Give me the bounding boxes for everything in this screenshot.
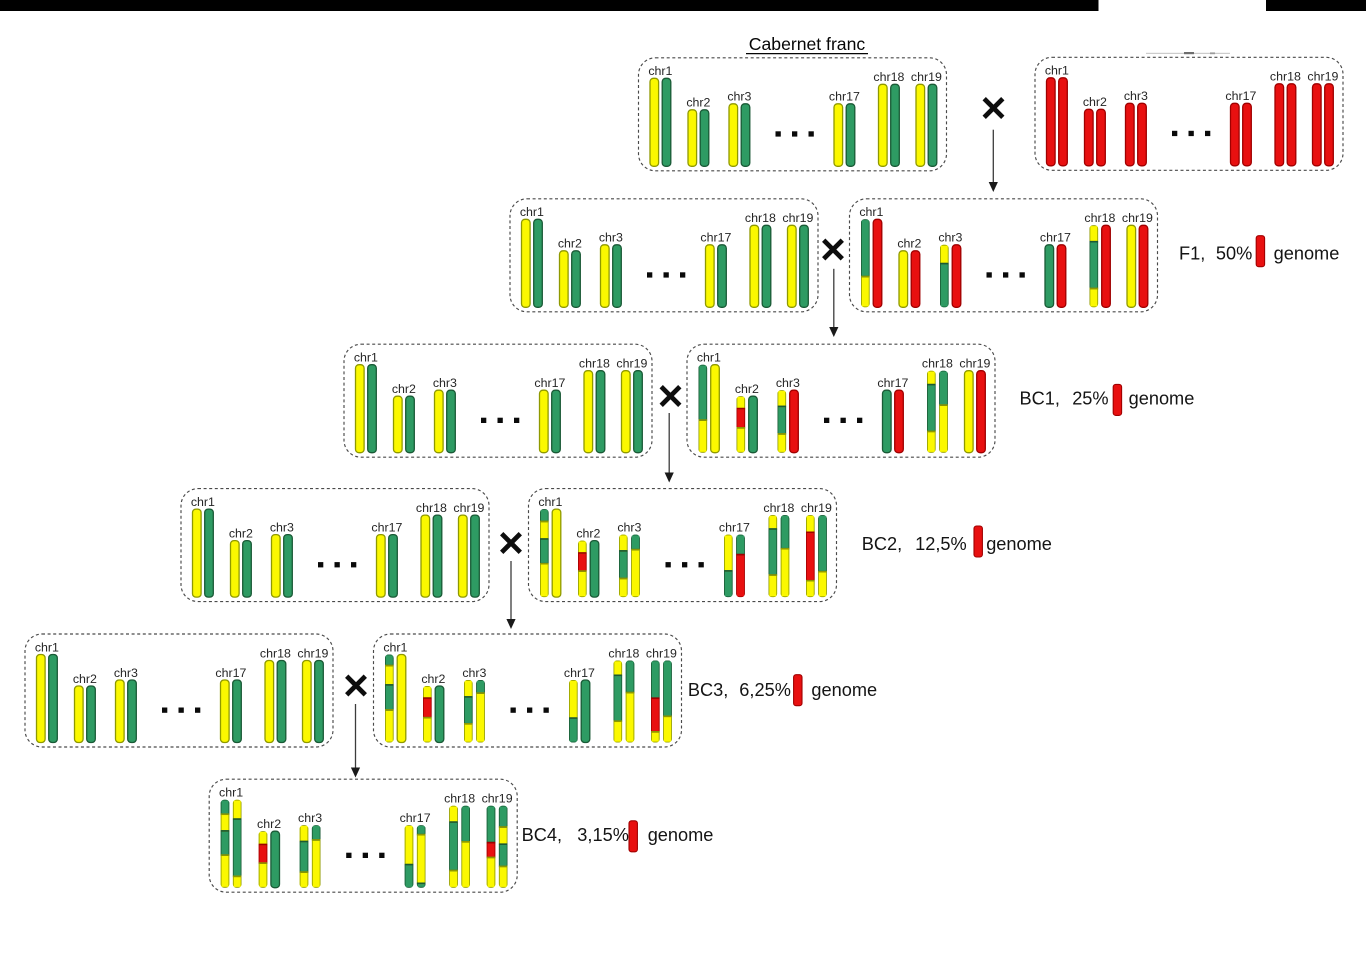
- svg-text:chr1: chr1: [383, 640, 407, 654]
- svg-text:chr17: chr17: [719, 520, 750, 534]
- svg-text:chr1: chr1: [859, 205, 883, 219]
- svg-text:chr3: chr3: [1124, 89, 1148, 103]
- svg-text:chr18: chr18: [416, 501, 447, 515]
- svg-text:chr17: chr17: [1225, 89, 1256, 103]
- svg-text:chr2: chr2: [229, 526, 253, 540]
- svg-text:chr2: chr2: [1083, 95, 1107, 109]
- svg-text:12,5%: 12,5%: [915, 534, 967, 554]
- svg-text:genome: genome: [986, 534, 1052, 554]
- svg-text:chr17: chr17: [564, 666, 595, 680]
- svg-text:chr2: chr2: [897, 237, 921, 251]
- svg-text:chr17: chr17: [1040, 231, 1071, 245]
- svg-text:BC2,: BC2,: [862, 534, 902, 554]
- svg-text:chr19: chr19: [646, 646, 677, 660]
- svg-text:chr17: chr17: [400, 811, 431, 825]
- svg-text:chr2: chr2: [686, 96, 710, 110]
- svg-text:chr18: chr18: [873, 70, 904, 84]
- svg-text:chr19: chr19: [801, 501, 832, 515]
- svg-text:genome: genome: [648, 825, 714, 845]
- svg-text:chr19: chr19: [959, 357, 990, 371]
- svg-text:25%: 25%: [1072, 388, 1108, 408]
- svg-text:chr1: chr1: [191, 495, 215, 509]
- svg-text:BC4,: BC4,: [522, 825, 562, 845]
- svg-text:genome: genome: [1274, 243, 1340, 263]
- svg-text:chr18: chr18: [745, 211, 776, 225]
- svg-text:chr17: chr17: [700, 231, 731, 245]
- svg-text:chr3: chr3: [938, 231, 962, 245]
- svg-text:BC1,: BC1,: [1020, 388, 1060, 408]
- svg-text:chr19: chr19: [297, 646, 328, 660]
- svg-text:chr18: chr18: [922, 357, 953, 371]
- svg-text:chr18: chr18: [1084, 211, 1115, 225]
- svg-text:chr17: chr17: [534, 376, 565, 390]
- svg-text:chr3: chr3: [617, 520, 641, 534]
- svg-text:chr19: chr19: [911, 70, 942, 84]
- svg-text:50%: 50%: [1216, 243, 1252, 263]
- svg-text:chr2: chr2: [421, 672, 445, 686]
- svg-text:chr2: chr2: [576, 526, 600, 540]
- svg-text:chr17: chr17: [371, 520, 402, 534]
- svg-text:chr18: chr18: [1270, 70, 1301, 84]
- svg-text:chr2: chr2: [73, 672, 97, 686]
- svg-text:chr18: chr18: [608, 646, 639, 660]
- svg-text:chr19: chr19: [782, 211, 813, 225]
- svg-text:genome: genome: [811, 680, 877, 700]
- svg-text:chr3: chr3: [114, 666, 138, 680]
- svg-text:chr1: chr1: [1045, 64, 1069, 78]
- svg-text:Cabernet franc: Cabernet franc: [749, 34, 866, 54]
- svg-text:F1,: F1,: [1179, 243, 1205, 263]
- svg-text:chr19: chr19: [1307, 70, 1338, 84]
- svg-text:chr2: chr2: [257, 817, 281, 831]
- svg-text:chr17: chr17: [215, 666, 246, 680]
- svg-text:chr2: chr2: [558, 237, 582, 251]
- svg-text:6,25%: 6,25%: [739, 680, 791, 700]
- svg-text:3,15%: 3,15%: [577, 825, 629, 845]
- svg-text:chr19: chr19: [1122, 211, 1153, 225]
- svg-text:chr17: chr17: [829, 90, 860, 104]
- svg-text:chr18: chr18: [579, 357, 610, 371]
- svg-text:chr3: chr3: [776, 376, 800, 390]
- svg-text:chr1: chr1: [35, 640, 59, 654]
- svg-text:chr17: chr17: [877, 376, 908, 390]
- svg-text:chr1: chr1: [648, 64, 672, 78]
- svg-text:chr19: chr19: [616, 357, 647, 371]
- svg-text:genome: genome: [1129, 388, 1195, 408]
- svg-text:chr1: chr1: [538, 495, 562, 509]
- svg-text:chr1: chr1: [697, 351, 721, 365]
- svg-text:chr2: chr2: [392, 382, 416, 396]
- svg-text:chr3: chr3: [433, 376, 457, 390]
- svg-text:chr3: chr3: [727, 90, 751, 104]
- svg-text:chr3: chr3: [270, 520, 294, 534]
- svg-text:chr1: chr1: [520, 205, 544, 219]
- svg-text:chr19: chr19: [453, 501, 484, 515]
- svg-text:chr18: chr18: [444, 792, 475, 806]
- svg-text:chr18: chr18: [763, 501, 794, 515]
- svg-text:chr3: chr3: [462, 666, 486, 680]
- svg-text:chr18: chr18: [260, 646, 291, 660]
- svg-text:BC3,: BC3,: [688, 680, 728, 700]
- svg-text:chr1: chr1: [219, 786, 243, 800]
- svg-text:chr19: chr19: [482, 792, 513, 806]
- svg-text:chr3: chr3: [298, 811, 322, 825]
- svg-text:chr3: chr3: [599, 231, 623, 245]
- svg-text:chr1: chr1: [354, 351, 378, 365]
- svg-text:chr2: chr2: [735, 382, 759, 396]
